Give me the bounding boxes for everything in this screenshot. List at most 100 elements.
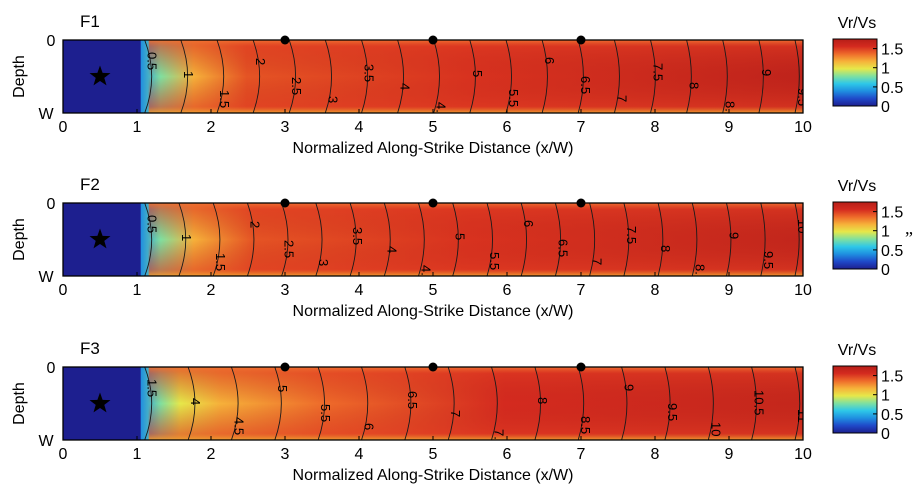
contour-line bbox=[589, 203, 596, 276]
contour-label: 10.5 bbox=[752, 390, 767, 415]
x-tick-label: 6 bbox=[503, 282, 512, 299]
contour-label: 9.5 bbox=[761, 251, 776, 269]
contour-label: 8 bbox=[687, 82, 702, 89]
x-tick-label: 1 bbox=[133, 282, 142, 299]
contour-line bbox=[252, 40, 261, 113]
contour-line bbox=[613, 40, 620, 113]
contour-line bbox=[650, 40, 656, 113]
contour-line bbox=[144, 367, 153, 440]
contour-line bbox=[317, 367, 325, 440]
x-tick-label: 10 bbox=[794, 119, 812, 136]
contour-line bbox=[686, 40, 692, 113]
contour-label: 3.5 bbox=[350, 227, 365, 245]
contour-label: 1 bbox=[181, 71, 196, 78]
contour-line bbox=[491, 367, 498, 440]
station-marker bbox=[280, 362, 290, 372]
x-tick-label: 7 bbox=[577, 446, 586, 463]
x-tick-label: 0 bbox=[59, 446, 68, 463]
contour-line bbox=[144, 203, 153, 276]
colorbar-tick-label: 0.5 bbox=[881, 80, 903, 97]
x-tick-label: 8 bbox=[651, 119, 660, 136]
contour-label: 2.5 bbox=[289, 77, 304, 95]
contour-label: 7 bbox=[448, 410, 463, 417]
rupture-velocity-field: 0.5 1 1.5 2 2.5 3 3.5 4 4.5 5 5.5 6 6.5 7 7.5 8 8.5 9 9.5 1… bbox=[63, 203, 803, 283]
contour-line bbox=[760, 203, 766, 276]
x-tick-label: 6 bbox=[503, 119, 512, 136]
contour-label: 6 bbox=[542, 57, 557, 64]
contour-line bbox=[751, 367, 757, 440]
x-tick-label: 2 bbox=[207, 446, 216, 463]
contour-label: 6.5 bbox=[578, 76, 593, 94]
contour-line bbox=[758, 40, 764, 113]
contour-label: 5.5 bbox=[506, 89, 521, 107]
x-axis-label: Normalized Along-Strike Distance (x/W) bbox=[293, 467, 574, 484]
rupture-velocity-field: 1.5 4 4.5 5 5.5 6 6.5 7 7.5 8 8.5 9 9.5 10 10.5 11 bbox=[63, 367, 803, 440]
contour-line bbox=[794, 367, 801, 440]
edge-shading bbox=[148, 367, 803, 440]
contour-label: 8.5 bbox=[723, 101, 738, 119]
x-tick-label: 4 bbox=[355, 446, 364, 463]
contour-label: 5 bbox=[453, 233, 468, 240]
contour-label: 4 bbox=[398, 83, 413, 90]
contour-line bbox=[447, 367, 455, 440]
contour-line bbox=[452, 203, 459, 276]
contour-label: 7 bbox=[590, 258, 605, 265]
contour-label: 8.5 bbox=[578, 416, 593, 434]
contour-line bbox=[397, 40, 404, 113]
contour-line bbox=[230, 367, 239, 440]
contour-label: 2 bbox=[247, 221, 262, 228]
contour-line bbox=[187, 367, 196, 440]
contour-label: 4.5 bbox=[419, 265, 434, 283]
contour-line bbox=[623, 203, 630, 276]
x-tick-label: 3 bbox=[281, 282, 290, 299]
contour-line bbox=[361, 367, 369, 440]
contour-line bbox=[246, 203, 255, 276]
contour-line bbox=[180, 40, 189, 113]
contour-line bbox=[469, 40, 476, 113]
contour-line bbox=[404, 367, 412, 440]
contour-label: 2 bbox=[253, 58, 268, 65]
contour-line bbox=[383, 203, 391, 276]
x-tick-label: 2 bbox=[207, 119, 216, 136]
contour-label: 9 bbox=[622, 384, 637, 391]
contour-label: 7.5 bbox=[651, 63, 666, 81]
contour-label: 10 bbox=[708, 422, 723, 436]
hypocenter-star bbox=[89, 65, 111, 86]
colorbar-title: Vr/Vs bbox=[838, 342, 877, 359]
contour-label: 8.5 bbox=[692, 264, 707, 282]
hypocenter-star bbox=[89, 392, 111, 413]
x-tick-label: 9 bbox=[725, 282, 734, 299]
colorbar-tick-label: 0.5 bbox=[881, 407, 903, 424]
contour-line bbox=[281, 203, 289, 276]
colorbar bbox=[832, 38, 878, 107]
contour-line bbox=[144, 40, 153, 113]
y-tick-label: W bbox=[38, 106, 54, 123]
contour-label: 3.5 bbox=[362, 64, 377, 82]
x-tick-label: 9 bbox=[725, 119, 734, 136]
contour-line bbox=[433, 40, 440, 113]
station-marker bbox=[280, 198, 290, 208]
contour-label: 6.5 bbox=[405, 391, 420, 409]
panel-f1: F10.511.522.533.544.555.566.577.588.599.… bbox=[11, 12, 903, 157]
x-tick-label: 4 bbox=[355, 282, 364, 299]
contour-line bbox=[657, 203, 664, 276]
contour-label: 5.5 bbox=[318, 404, 333, 422]
x-tick-label: 0 bbox=[59, 282, 68, 299]
contour-line bbox=[794, 203, 800, 276]
contour-label: 4.5 bbox=[434, 102, 449, 120]
y-tick-label: W bbox=[38, 269, 54, 286]
contour-line bbox=[505, 40, 512, 113]
contour-line bbox=[534, 367, 541, 440]
y-axis-label: Depth bbox=[11, 55, 28, 98]
contour-label: 3 bbox=[316, 259, 331, 266]
contour-line bbox=[541, 40, 548, 113]
contour-label: 6 bbox=[521, 220, 536, 227]
x-tick-label: 3 bbox=[281, 446, 290, 463]
contour-label: 4 bbox=[384, 246, 399, 253]
contour-label: 4.5 bbox=[231, 417, 246, 435]
x-tick-label: 10 bbox=[794, 446, 812, 463]
contour-label: 8 bbox=[535, 397, 550, 404]
contour-label: 6 bbox=[362, 423, 377, 430]
contour-line bbox=[664, 367, 671, 440]
hypocenter-star bbox=[89, 228, 111, 249]
